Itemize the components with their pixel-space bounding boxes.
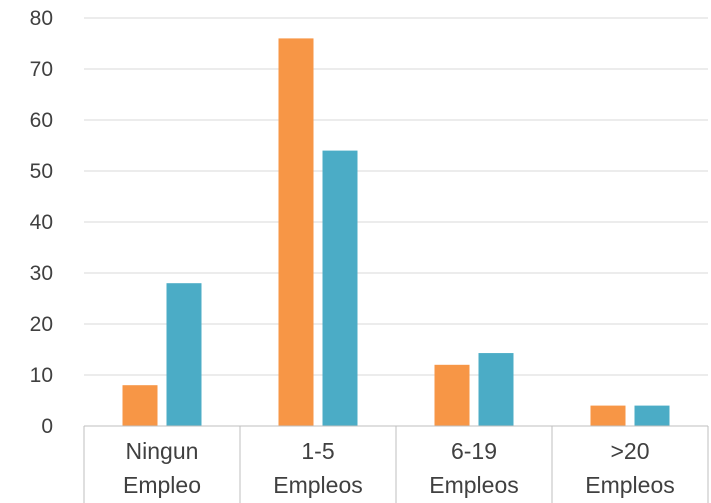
bar-series-1-3 <box>590 405 626 426</box>
y-tick-label: 50 <box>30 160 53 183</box>
y-tick-label: 60 <box>30 109 53 132</box>
y-tick-label: 40 <box>30 211 53 234</box>
bar-series-1-2 <box>434 364 470 426</box>
x-axis: Ningun Empleo 1-5 Empleos 6-19 Empleos >20 Empl… <box>83 425 709 503</box>
bars <box>122 38 670 427</box>
x-tick-label: >20 <box>610 438 649 464</box>
y-tick-label: 80 <box>30 7 53 30</box>
y-tick-label: 70 <box>30 58 53 81</box>
bar-series-1-1 <box>278 38 314 427</box>
y-tick-label: 30 <box>30 262 53 285</box>
y-tick-label: 0 <box>41 415 53 438</box>
y-tick-label: 20 <box>30 313 53 336</box>
bar-series-2-2 <box>478 353 514 426</box>
x-tick-label: Empleo <box>123 472 201 498</box>
y-axis: 0 10 20 30 40 50 60 70 80 <box>30 7 53 438</box>
bar-series-2-0 <box>166 283 202 426</box>
bar-series-2-1 <box>322 150 358 426</box>
x-tick-label: Empleos <box>585 472 674 498</box>
y-tick-label: 10 <box>30 364 53 387</box>
bar-series-2-3 <box>634 405 670 426</box>
x-tick-label: Ningun <box>126 438 199 464</box>
x-tick-label: Empleos <box>429 472 518 498</box>
bar-series-1-0 <box>122 385 158 426</box>
x-tick-label: Empleos <box>273 472 362 498</box>
x-tick-label: 1-5 <box>301 438 334 464</box>
x-tick-label: 6-19 <box>451 438 497 464</box>
